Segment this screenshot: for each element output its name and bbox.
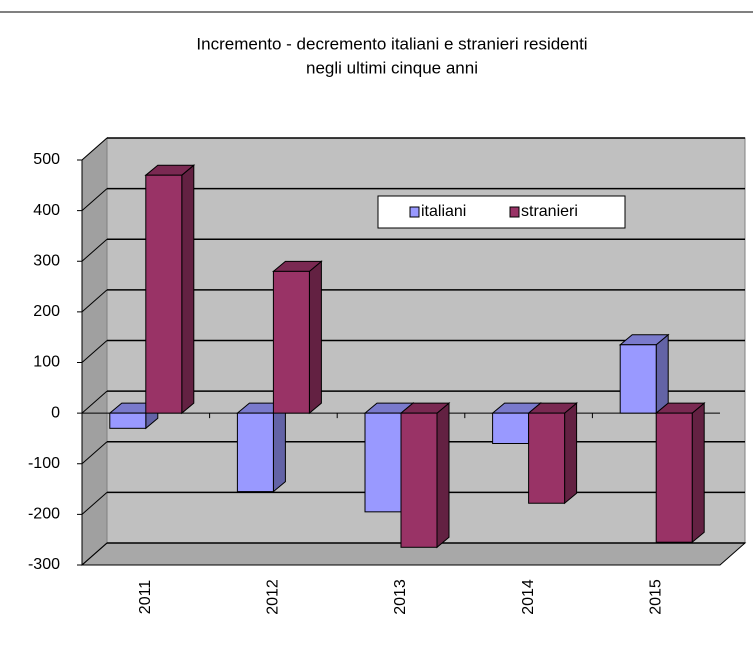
grid-line-side (81, 491, 108, 515)
bar-side (308, 260, 322, 415)
y-tick-label: -100 (28, 455, 60, 472)
grid-line-side (81, 137, 108, 161)
x-tick-label: 2012 (265, 579, 282, 615)
bar-front (109, 412, 147, 429)
bar-front (272, 270, 310, 414)
y-tick-label: 200 (33, 303, 60, 320)
bar-front (492, 412, 530, 444)
bar (272, 260, 323, 415)
grid-line-side (81, 390, 108, 414)
legend-label: italiani (421, 203, 466, 220)
y-tick-label: -200 (28, 506, 60, 523)
grid-line-side (81, 188, 108, 212)
bar (527, 402, 578, 505)
bar-side (436, 402, 450, 549)
bar-side (181, 164, 195, 415)
chart-subtitle: negli ultimi cinque anni (306, 58, 478, 77)
grid-line-side (81, 542, 108, 566)
y-tick-label: 0 (51, 404, 60, 421)
bar (236, 402, 287, 493)
y-tick-label: 100 (33, 354, 60, 371)
legend-swatch (409, 206, 420, 218)
bar-side (691, 402, 705, 544)
y-tick-label: 500 (33, 151, 60, 168)
chart-title: Incremento - decremento italiani e stran… (196, 34, 587, 53)
bar-side (655, 333, 669, 415)
grid-line-side (81, 340, 108, 363)
legend-swatch (509, 206, 520, 218)
bar-front (400, 412, 438, 548)
grid-line-side (81, 441, 108, 465)
y-tick-label: -300 (28, 556, 60, 573)
bar-front (655, 412, 693, 543)
x-tick-label: 2014 (520, 579, 537, 615)
bar-side (564, 402, 578, 505)
bar-front (528, 412, 566, 504)
bar-front (145, 174, 183, 414)
bar (618, 333, 670, 415)
bar-side (272, 402, 286, 493)
bar-front (364, 412, 402, 513)
bar (654, 402, 706, 544)
bar (144, 164, 196, 415)
x-tick-label: 2011 (137, 580, 154, 615)
bar-front (236, 412, 274, 493)
grid-line-side (81, 238, 108, 262)
y-tick-label: 300 (33, 252, 60, 269)
y-tick-label: 400 (33, 202, 60, 219)
grid-line-side (81, 289, 108, 313)
bar-front (619, 344, 657, 414)
legend-label: stranieri (521, 203, 578, 220)
bar (399, 402, 451, 549)
x-tick-label: 2015 (647, 579, 664, 615)
x-tick-label: 2013 (392, 579, 409, 615)
